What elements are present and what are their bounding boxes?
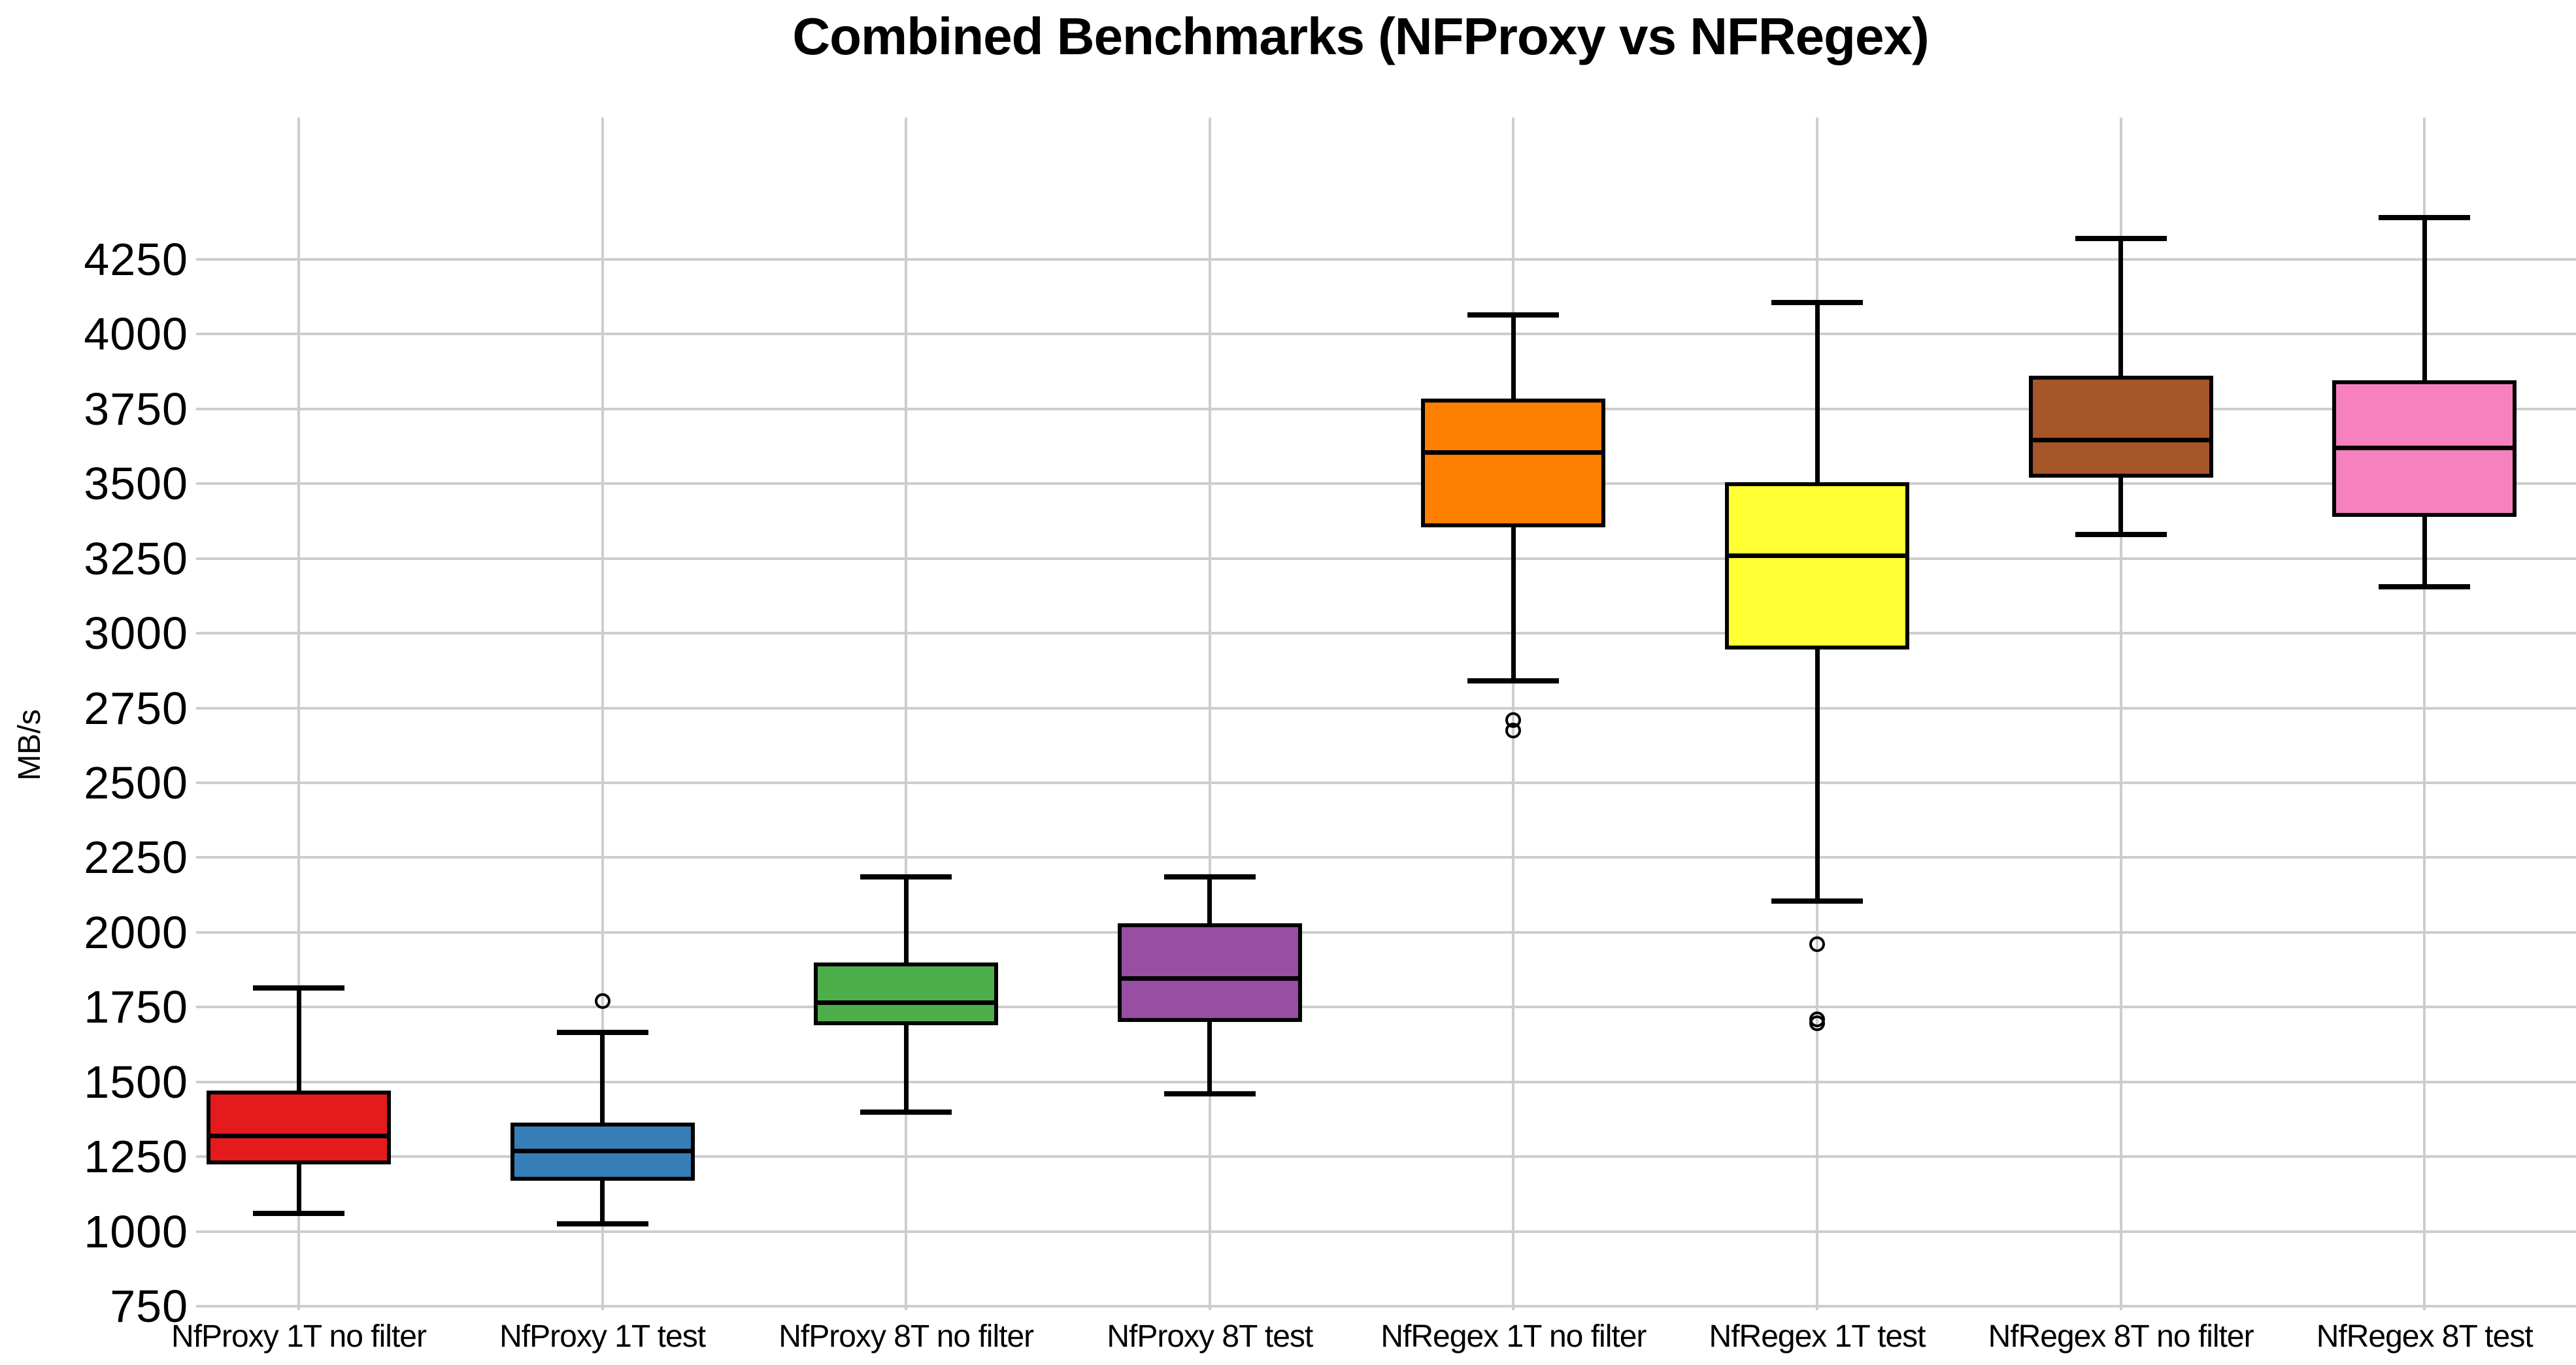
lower-whisker [1511, 527, 1516, 682]
x-tick-label-nfproxy-8t-test: NfProxy 8T test [1107, 1319, 1313, 1354]
vertical-gridline [1208, 118, 1211, 1310]
y-axis-label: MB/s [12, 709, 47, 781]
median-line [207, 1133, 391, 1138]
horizontal-gridline [196, 1006, 2576, 1009]
median-line [510, 1149, 695, 1154]
horizontal-gridline [196, 1230, 2576, 1233]
y-tick-label: 3250 [84, 533, 188, 584]
upper-whisker-cap [253, 985, 344, 991]
median-line [1725, 553, 1909, 558]
upper-whisker [1815, 303, 1820, 482]
outlier-point [1809, 1015, 1825, 1032]
x-tick-label-nfregex-8t-test: NfRegex 8T test [2316, 1319, 2534, 1354]
upper-whisker [2422, 217, 2427, 381]
vertical-gridline [297, 118, 300, 1310]
lower-whisker [2118, 478, 2124, 535]
outlier-point [1505, 722, 1522, 738]
x-tick-label-nfproxy-1t-no-filter: NfProxy 1T no filter [171, 1319, 427, 1354]
lower-whisker-cap [556, 1221, 648, 1227]
lower-whisker [2422, 516, 2427, 587]
outlier-point [1809, 936, 1825, 953]
lower-whisker-cap [1163, 1091, 1256, 1097]
y-tick-label: 3000 [84, 608, 188, 659]
iqr-box [1117, 923, 1302, 1023]
vertical-gridline [2423, 118, 2426, 1310]
upper-whisker [1207, 877, 1213, 924]
x-tick-label-nfregex-1t-no-filter: NfRegex 1T no filter [1380, 1319, 1647, 1354]
horizontal-gridline [196, 781, 2576, 784]
median-line [2332, 445, 2517, 450]
upper-whisker [296, 987, 301, 1091]
upper-whisker-cap [2075, 235, 2167, 241]
horizontal-gridline [196, 632, 2576, 635]
y-tick-label: 3750 [84, 383, 188, 435]
y-tick-label: 4250 [84, 233, 188, 285]
horizontal-gridline [196, 856, 2576, 859]
outlier-point [594, 993, 611, 1010]
horizontal-gridline [196, 706, 2576, 710]
iqr-box [1725, 482, 1909, 650]
y-tick-label: 1250 [84, 1131, 188, 1183]
median-line [814, 1000, 999, 1005]
iqr-box [207, 1091, 391, 1164]
upper-whisker [2118, 238, 2124, 376]
lower-whisker [1815, 650, 1820, 901]
y-tick-label: 4000 [84, 308, 188, 360]
horizontal-gridline [196, 257, 2576, 261]
y-tick-label: 750 [110, 1281, 188, 1332]
iqr-box [814, 962, 999, 1025]
median-line [1117, 976, 1302, 981]
horizontal-gridline [196, 482, 2576, 485]
lower-whisker [1207, 1022, 1213, 1094]
y-tick-label: 2250 [84, 832, 188, 883]
lower-whisker-cap [860, 1109, 952, 1115]
upper-whisker-cap [1163, 874, 1256, 880]
median-line [2028, 438, 2213, 443]
horizontal-gridline [196, 407, 2576, 410]
y-tick-label: 1000 [84, 1206, 188, 1257]
median-line [1421, 450, 1606, 455]
x-tick-label-nfregex-1t-test: NfRegex 1T test [1709, 1319, 1926, 1354]
y-tick-label: 2500 [84, 757, 188, 808]
x-tick-label-nfproxy-8t-no-filter: NfProxy 8T no filter [778, 1319, 1034, 1354]
y-tick-label: 1500 [84, 1056, 188, 1108]
upper-whisker [1511, 314, 1516, 399]
chart-title: Combined Benchmarks (NFProxy vs NFRegex) [792, 7, 1929, 65]
horizontal-gridline [196, 1080, 2576, 1083]
lower-whisker-cap [2379, 584, 2471, 590]
lower-whisker [296, 1164, 301, 1214]
x-tick-label-nfregex-8t-no-filter: NfRegex 8T no filter [1988, 1319, 2254, 1354]
y-tick-label: 2000 [84, 906, 188, 958]
horizontal-gridline [196, 333, 2576, 336]
lower-whisker-cap [2075, 532, 2167, 538]
y-tick-label: 1750 [84, 981, 188, 1033]
horizontal-gridline [196, 1155, 2576, 1159]
lower-whisker-cap [1771, 898, 1863, 904]
lower-whisker [903, 1025, 909, 1112]
y-tick-label: 2750 [84, 682, 188, 734]
vertical-gridline [2119, 118, 2122, 1310]
upper-whisker [600, 1032, 605, 1123]
y-tick-label: 3500 [84, 458, 188, 510]
horizontal-gridline [196, 1305, 2576, 1308]
lower-whisker [600, 1180, 605, 1225]
upper-whisker [903, 877, 909, 962]
upper-whisker-cap [860, 874, 952, 880]
horizontal-gridline [196, 930, 2576, 934]
upper-whisker-cap [1467, 312, 1560, 318]
horizontal-gridline [196, 557, 2576, 560]
upper-whisker-cap [2379, 214, 2471, 220]
lower-whisker-cap [253, 1211, 344, 1217]
lower-whisker-cap [1467, 678, 1560, 684]
vertical-gridline [601, 118, 604, 1310]
x-tick-label-nfproxy-1t-test: NfProxy 1T test [499, 1319, 706, 1354]
upper-whisker-cap [1771, 300, 1863, 306]
upper-whisker-cap [556, 1030, 648, 1036]
vertical-gridline [905, 118, 908, 1310]
iqr-box [2028, 376, 2213, 478]
iqr-box [1421, 398, 1606, 527]
